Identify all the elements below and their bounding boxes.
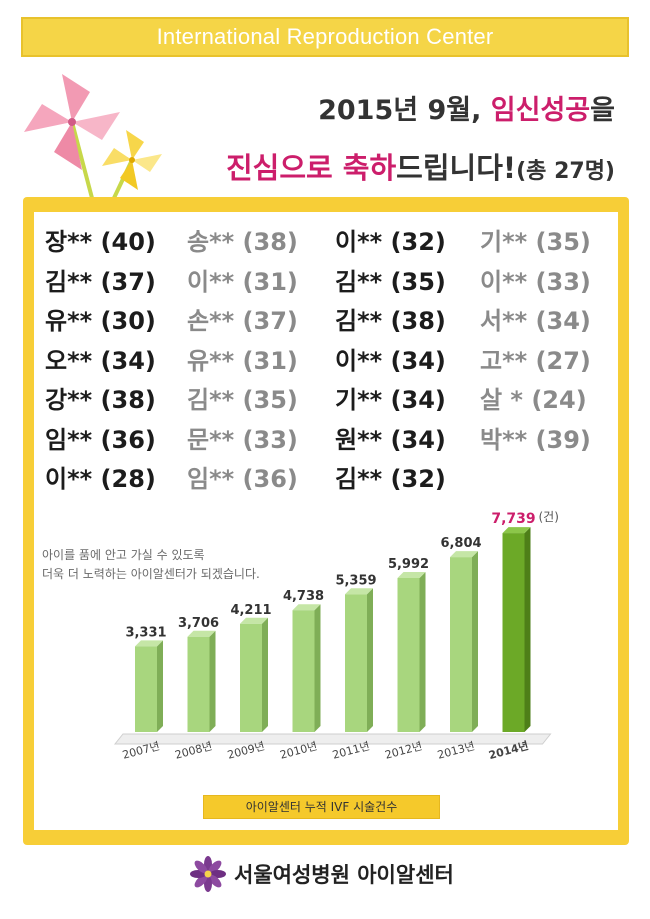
name-entry: 문** (33)	[187, 425, 298, 454]
chart-note: 아이를 품에 안고 가실 수 있도록 더욱 더 노력하는 아이알센터가 되겠습니…	[42, 546, 260, 584]
name-entry: 기** (34)	[335, 386, 446, 414]
bar-side	[419, 572, 426, 732]
bar-top	[240, 617, 268, 624]
bar-side	[314, 604, 321, 732]
bar	[397, 578, 420, 732]
name-entry: 유** (30)	[45, 307, 156, 335]
bar-value-label: 7,739	[491, 511, 535, 527]
bar-side	[524, 527, 531, 732]
bar	[292, 610, 315, 732]
bar-top	[135, 640, 163, 647]
name-entry: 김** (37)	[45, 267, 156, 296]
hospital-name: 서울여성병원 아이알센터	[234, 863, 454, 887]
names-grid: 장** (40) 송** (38) 이** (32) 기** (35) 김** …	[45, 226, 625, 495]
name-entry: 김** (35)	[335, 267, 446, 296]
headline-highlight: 임신성공	[490, 95, 591, 126]
bar-top	[345, 588, 373, 595]
bar	[187, 636, 210, 732]
headline-suffix: 을	[590, 95, 615, 126]
name-entry: 고** (27)	[480, 346, 591, 375]
bar	[502, 533, 525, 732]
name-entry: 기** (35)	[480, 228, 591, 256]
bar-top	[397, 572, 426, 579]
chart-caption: 아이알센터 누적 IVF 시술건수	[203, 795, 440, 819]
name-entry: 이** (33)	[480, 267, 591, 296]
bar-value-label: 5,992	[388, 557, 429, 572]
headline-congrats: 축하	[342, 151, 397, 185]
bar-side	[157, 640, 163, 732]
name-entry: 김** (38)	[335, 307, 446, 335]
headline-line2: 진심으로 축하드립니다!(총 27명)	[226, 145, 615, 187]
bar	[135, 646, 157, 732]
flower-logo-icon	[190, 856, 226, 892]
name-entry: 오** (34)	[45, 346, 156, 375]
headline-date: 2015년 9월,	[318, 95, 491, 126]
name-entry: 강** (38)	[45, 386, 156, 414]
name-entry: 서** (34)	[480, 307, 591, 335]
bar-top	[502, 527, 531, 534]
bar-value-label: 5,359	[335, 573, 376, 588]
name-entry: 임** (36)	[187, 465, 298, 493]
name-entry: 유** (31)	[187, 346, 298, 375]
name-entry: 이** (34)	[335, 346, 446, 375]
bar	[345, 594, 367, 732]
name-entry: 살 * (24)	[480, 386, 587, 414]
name-entry: 임** (36)	[45, 425, 156, 454]
bar-side	[262, 617, 268, 732]
name-entry: 이** (28)	[45, 465, 156, 493]
note-line2: 더욱 더 노력하는 아이알센터가 되겠습니다.	[42, 567, 260, 581]
bar-side	[209, 630, 216, 732]
bar-side	[472, 551, 478, 732]
bar	[450, 557, 472, 732]
name-entry: 손** (37)	[187, 307, 298, 335]
headline-count: (총 27명)	[516, 159, 615, 184]
bar-value-label: 6,804	[440, 536, 481, 551]
name-entry: 송** (38)	[187, 228, 298, 256]
bar	[240, 623, 262, 732]
headline-line1: 2015년 9월, 임신성공을	[318, 88, 615, 127]
footer-logo: 서울여성병원 아이알센터	[190, 856, 454, 892]
headline-sincere: 진심으로	[225, 151, 343, 185]
bar-value-label: 3,706	[178, 616, 219, 631]
name-entry: 이** (32)	[335, 228, 446, 256]
bar-value-label: 3,331	[125, 625, 166, 640]
bar-top	[450, 551, 478, 558]
name-entry	[480, 463, 622, 495]
name-entry: 김** (32)	[335, 465, 446, 493]
bar-top	[187, 630, 216, 637]
note-line1: 아이를 품에 안고 가실 수 있도록	[42, 548, 205, 562]
ivf-bar-chart: 3,3312007년3,7062008년4,2112009년4,7382010년…	[113, 510, 559, 762]
title-banner: International Reproduction Center	[21, 17, 629, 57]
name-entry: 박** (39)	[480, 425, 591, 454]
pinwheel-icon	[24, 74, 162, 199]
chart-floor	[113, 733, 552, 745]
banner-text: International Reproduction Center	[156, 24, 494, 49]
name-entry: 이** (31)	[187, 267, 298, 296]
name-entry: 원** (34)	[335, 425, 446, 454]
unit-label: (건)	[539, 510, 559, 524]
name-entry: 김** (35)	[187, 386, 298, 414]
bar-side	[367, 588, 373, 732]
bar-value-label: 4,738	[283, 589, 324, 604]
headline-mid: 드립니다!	[396, 151, 517, 185]
name-entry: 장** (40)	[45, 228, 156, 256]
bar-top	[292, 604, 321, 611]
bar-value-label: 4,211	[230, 603, 271, 618]
